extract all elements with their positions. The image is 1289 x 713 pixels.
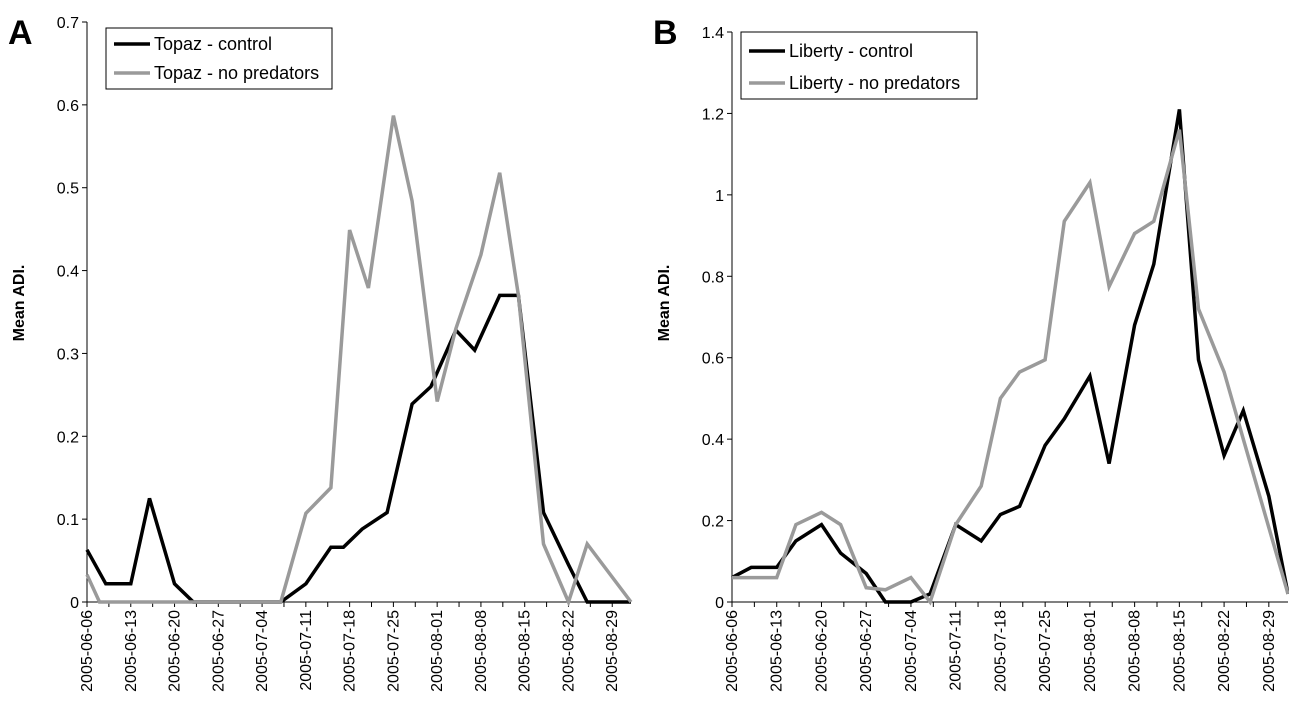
panel-b-x-tick-label: 2005-06-27 bbox=[858, 610, 875, 692]
panel-a-legend-label-control: Topaz - control bbox=[154, 34, 272, 54]
panel-a-x-tick-label: 2005-07-25 bbox=[385, 610, 402, 692]
panel-b-y-tick-label: 1.4 bbox=[702, 25, 724, 42]
panel-b-legend: Liberty - control Liberty - no predators bbox=[740, 31, 978, 100]
panel-a-legend-label-no-predators: Topaz - no predators bbox=[154, 63, 319, 83]
panel-a-y-tick-label: 0.3 bbox=[57, 346, 79, 363]
panel-a-x-tick-label: 2005-07-18 bbox=[342, 610, 359, 692]
panel-b-y-tick-label: 1.2 bbox=[702, 106, 724, 123]
panel-a-series-line-control bbox=[85, 293, 631, 604]
panel-b-plot-area bbox=[731, 109, 1289, 606]
panel-b-y-axis-label: Mean ADI. bbox=[656, 265, 673, 342]
panel-b-x-tick-label: 2005-07-04 bbox=[903, 610, 920, 692]
panel-b-x-tick-label: 2005-08-22 bbox=[1216, 610, 1233, 692]
panel-b-x-tick-label: 2005-07-18 bbox=[992, 610, 1009, 692]
panel-a-y-tick-label: 0.4 bbox=[57, 264, 79, 281]
panel-a-x-tick-label: 2005-08-29 bbox=[604, 610, 621, 692]
panel-b-x-tick-label: 2005-06-13 bbox=[769, 610, 786, 692]
panel-a-x-tick-label: 2005-08-08 bbox=[473, 610, 490, 692]
panel-a-y-tick-label: 0.7 bbox=[57, 15, 79, 32]
panel-a: A Mean ADI. 0 0.1 0.2 0.3 0.4 0.5 0.6 0.7 2005-0… bbox=[8, 14, 633, 692]
panel-a-x-tick-label: 2005-06-06 bbox=[79, 610, 96, 692]
panel-b-y-tick-label: 0.6 bbox=[702, 351, 724, 368]
panel-b: B Mean ADI. 0 0.2 0.4 0.6 0.8 1 1.2 1.4 2005-06-… bbox=[653, 14, 1289, 692]
panel-a-x-tick-label: 2005-08-22 bbox=[560, 610, 577, 692]
panel-a-y-tick-label: 0.6 bbox=[57, 98, 79, 115]
panel-a-x-tick-label: 2005-06-20 bbox=[167, 610, 184, 692]
panel-b-series-line-no-predators bbox=[732, 129, 1289, 606]
panel-a-x-tick-label: 2005-08-15 bbox=[517, 610, 534, 692]
panel-a-legend-box bbox=[105, 27, 333, 90]
panel-a-x-tick-label: 2005-07-04 bbox=[254, 610, 271, 692]
panel-b-x-tick-label: 2005-08-08 bbox=[1127, 610, 1144, 692]
panel-b-x-tick-label: 2005-07-25 bbox=[1037, 610, 1054, 692]
panel-b-y-tick-label: 0 bbox=[715, 595, 724, 612]
panel-a-plot-area bbox=[85, 115, 633, 607]
panel-b-x-tick-label: 2005-08-29 bbox=[1261, 610, 1278, 692]
panel-a-y-tick-label: 0.1 bbox=[57, 512, 79, 529]
panel-b-x-tick-label: 2005-08-15 bbox=[1171, 610, 1188, 692]
panel-a-y-tick-label: 0 bbox=[70, 595, 79, 612]
panel-a-x-tick-label: 2005-06-27 bbox=[210, 610, 227, 692]
panel-b-y-tick-label: 0.8 bbox=[702, 269, 724, 286]
panel-b-label: B bbox=[653, 14, 678, 52]
panel-a-label: A bbox=[8, 14, 33, 52]
panel-b-x-tick-label: 2005-06-06 bbox=[724, 610, 741, 692]
panel-b-axes: 0 0.2 0.4 0.6 0.8 1 1.2 1.4 2005-06-06 2005-06-13… bbox=[702, 25, 1288, 692]
panel-b-y-tick-label: 0.2 bbox=[702, 514, 724, 531]
panel-b-legend-label-control: Liberty - control bbox=[789, 41, 913, 61]
panel-b-legend-label-no-predators: Liberty - no predators bbox=[789, 73, 960, 93]
panel-b-y-tick-label: 1 bbox=[715, 188, 724, 205]
panel-a-x-tick-label: 2005-07-11 bbox=[298, 610, 315, 691]
panel-b-legend-box bbox=[740, 31, 978, 100]
panel-b-x-tick-label: 2005-07-11 bbox=[948, 610, 965, 691]
panel-a-series-line-no-predators bbox=[85, 115, 633, 607]
panel-b-series-line-control bbox=[731, 109, 1289, 604]
panel-b-x-tick-label: 2005-08-01 bbox=[1082, 610, 1099, 692]
panel-b-y-tick-label: 0.4 bbox=[702, 432, 724, 449]
panel-a-y-tick-label: 0.5 bbox=[57, 181, 79, 198]
panel-a-y-axis-label: Mean ADI. bbox=[11, 265, 28, 342]
panel-a-x-tick-label: 2005-08-01 bbox=[429, 610, 446, 692]
panel-a-y-tick-label: 0.2 bbox=[57, 429, 79, 446]
panel-a-axes: 0 0.1 0.2 0.3 0.4 0.5 0.6 0.7 2005-06-06 2005-06-… bbox=[57, 15, 631, 692]
panel-b-x-tick-label: 2005-06-20 bbox=[813, 610, 830, 692]
panel-a-legend: Topaz - control Topaz - no predators bbox=[105, 27, 333, 90]
panel-a-x-tick-label: 2005-06-13 bbox=[123, 610, 140, 692]
